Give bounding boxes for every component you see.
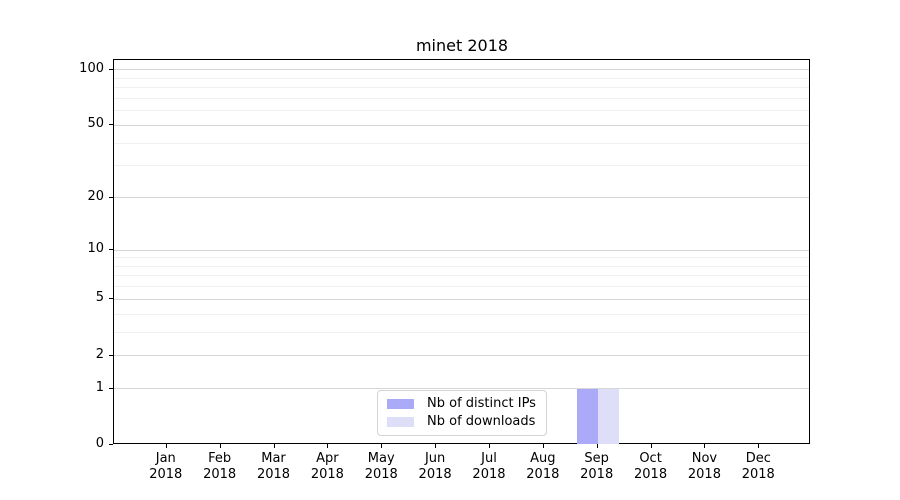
x-tick-mark <box>542 444 544 448</box>
y-tick-label: 10 <box>87 241 104 257</box>
gridline-major <box>114 69 809 71</box>
y-tick-mark <box>109 298 113 300</box>
plot-area <box>113 59 810 444</box>
x-tick-month: May <box>367 451 395 466</box>
gridline-minor <box>114 331 809 333</box>
x-tick-month: Oct <box>639 451 662 466</box>
gridline-minor <box>114 142 809 144</box>
x-tick-year: 2018 <box>149 467 183 482</box>
x-tick-month: Aug <box>530 451 556 466</box>
x-tick-year: 2018 <box>364 467 398 482</box>
x-tick-year: 2018 <box>256 467 291 482</box>
x-tick-mark <box>488 444 490 448</box>
x-tick-label: Aug 2018 <box>511 451 575 483</box>
y-tick-mark <box>109 68 113 70</box>
x-tick-mark <box>435 444 437 448</box>
y-tick-label: 50 <box>87 116 104 132</box>
legend-item: Nb of downloads <box>387 414 536 429</box>
x-tick-year: 2018 <box>634 467 668 482</box>
x-tick-year: 2018 <box>310 467 344 482</box>
y-tick-label: 0 <box>95 436 104 451</box>
x-tick-label: Jan 2018 <box>134 451 198 483</box>
x-tick-mark <box>381 444 383 448</box>
gridline-major <box>114 124 809 126</box>
gridline-minor <box>114 286 809 288</box>
gridline-minor <box>114 265 809 267</box>
x-tick-label: Nov 2018 <box>672 451 736 483</box>
y-tick-label: 2 <box>95 346 104 362</box>
x-tick-year: 2018 <box>203 467 237 482</box>
legend-swatch <box>387 398 414 409</box>
x-tick-month: Jun <box>424 451 446 466</box>
bar-nb-of-distinct-ips <box>576 388 598 444</box>
gridline-minor <box>114 313 809 315</box>
x-tick-month: Feb <box>208 451 232 466</box>
legend: Nb of distinct IPs Nb of downloads <box>377 390 547 436</box>
x-tick-label: Jun 2018 <box>403 451 467 483</box>
x-tick-month: Apr <box>316 451 339 466</box>
legend-label: Nb of distinct IPs <box>427 396 536 411</box>
x-tick-year: 2018 <box>687 467 721 482</box>
x-tick-month: Dec <box>745 451 771 466</box>
gridline-major <box>114 197 809 198</box>
x-tick-label: Sep 2018 <box>565 451 629 483</box>
gridline-minor <box>114 110 809 112</box>
x-tick-label: Dec 2018 <box>726 451 790 483</box>
gridline-major <box>114 355 809 357</box>
x-tick-label: Oct 2018 <box>619 451 683 483</box>
x-tick-month: Mar <box>261 451 286 466</box>
gridline-major <box>114 388 809 390</box>
x-tick-year: 2018 <box>741 467 775 482</box>
x-tick-label: May 2018 <box>349 451 413 483</box>
x-tick-month: Jul <box>481 451 497 466</box>
gridline-minor <box>114 257 809 259</box>
x-tick-label: Feb 2018 <box>188 451 252 483</box>
x-tick-month: Nov <box>691 451 718 466</box>
gridline-major <box>114 249 809 251</box>
legend-swatch <box>387 416 414 427</box>
gridline-minor <box>114 97 809 99</box>
x-tick-year: 2018 <box>418 467 452 482</box>
y-tick-mark <box>109 444 113 445</box>
gridline-minor <box>114 87 809 89</box>
gridline-minor <box>114 275 809 277</box>
x-tick-mark <box>704 444 706 448</box>
x-tick-mark <box>596 444 598 448</box>
y-tick-label: 5 <box>95 290 104 306</box>
x-tick-mark <box>273 444 275 448</box>
gridline-minor <box>114 77 809 79</box>
chart-title: minet 2018 <box>415 36 509 55</box>
x-tick-label: Apr 2018 <box>295 451 359 483</box>
x-tick-year: 2018 <box>580 467 614 482</box>
y-tick-label: 1 <box>95 379 104 395</box>
x-tick-mark <box>650 444 652 448</box>
x-tick-mark <box>165 444 167 448</box>
y-tick-mark <box>109 387 113 389</box>
x-tick-mark <box>327 444 329 448</box>
x-tick-month: Jan <box>155 451 176 466</box>
x-tick-mark <box>219 444 221 448</box>
x-tick-month: Sep <box>584 451 609 466</box>
x-tick-year: 2018 <box>472 467 506 482</box>
y-tick-mark <box>109 354 113 356</box>
x-tick-label: Mar 2018 <box>242 451 306 483</box>
x-tick-mark <box>758 444 760 448</box>
x-tick-year: 2018 <box>526 467 560 482</box>
y-tick-label: 100 <box>79 60 104 76</box>
legend-label: Nb of downloads <box>427 414 536 429</box>
gridline-major <box>114 298 809 300</box>
bar-nb-of-downloads <box>597 388 619 444</box>
x-tick-label: Jul 2018 <box>457 451 521 483</box>
y-tick-mark <box>109 249 113 251</box>
y-tick-mark <box>109 196 113 198</box>
y-tick-label: 20 <box>87 188 104 204</box>
legend-item: Nb of distinct IPs <box>387 396 536 411</box>
y-tick-mark <box>109 124 113 126</box>
gridline-minor <box>114 165 809 167</box>
